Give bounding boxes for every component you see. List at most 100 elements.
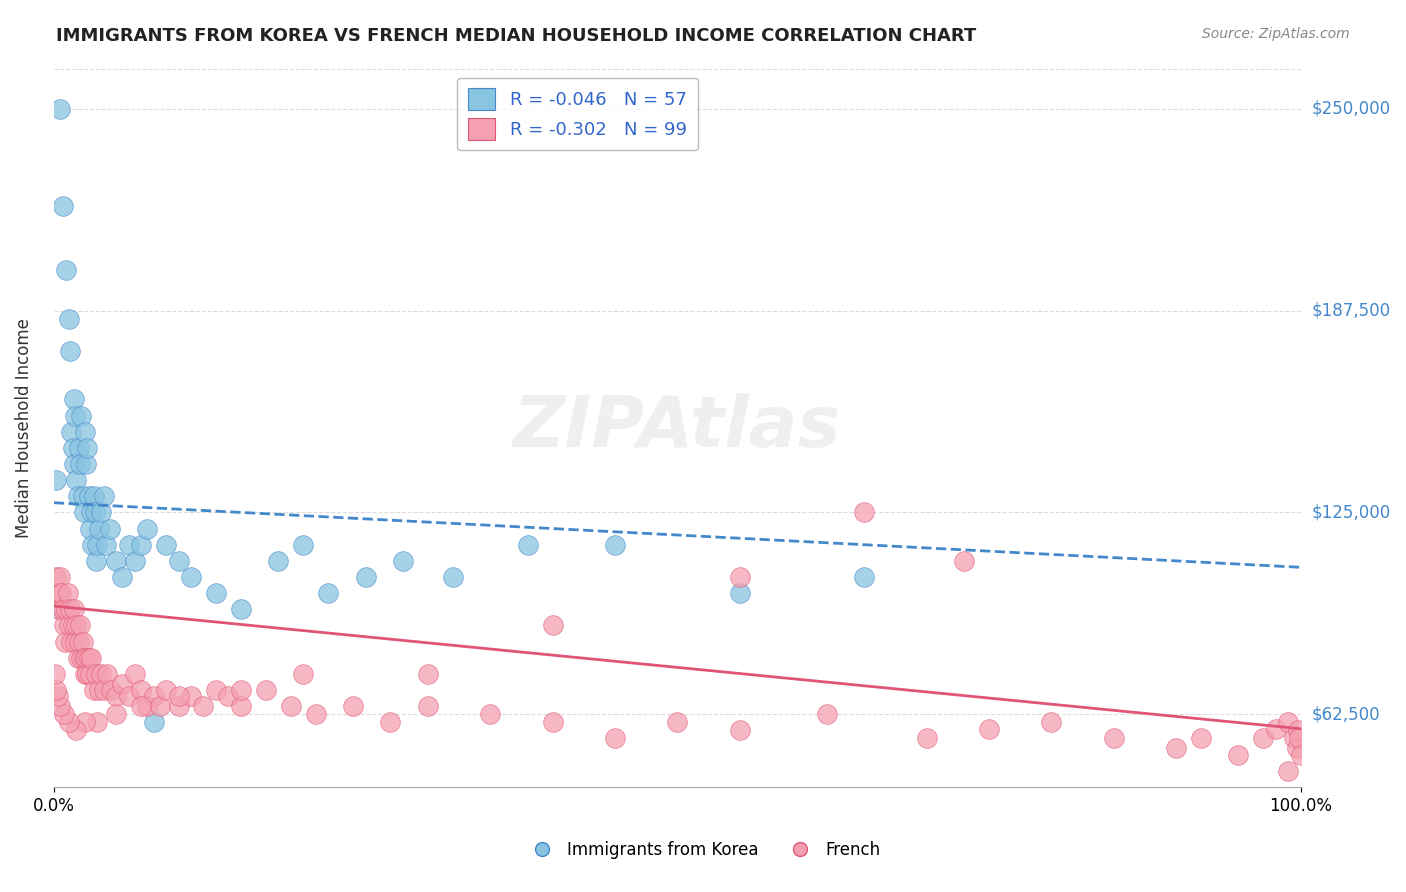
Point [915,731,938,746]
Point [75,650,97,665]
Point [117,690,139,704]
Point [100,683,122,698]
Point [305,707,328,722]
Point [79,666,101,681]
Point [84,666,107,681]
Point [603,731,626,746]
Point [342,699,364,714]
Point [77,489,100,503]
Point [953,554,976,568]
Point [180,570,202,584]
Point [69,618,91,632]
Legend: R = -0.046   N = 57, R = -0.302   N = 99: R = -0.046 N = 57, R = -0.302 N = 99 [457,78,697,151]
Point [142,690,165,704]
Point [45,683,67,698]
Point [977,722,1000,736]
Point [167,554,190,568]
Point [63,409,86,423]
Point [1285,741,1308,756]
Point [87,522,110,536]
Point [77,650,100,665]
Point [541,715,564,730]
Legend: Immigrants from Korea, French: Immigrants from Korea, French [519,835,887,866]
Point [58,311,80,326]
Point [73,715,96,730]
Point [111,570,134,584]
Point [292,666,315,681]
Point [63,634,86,648]
Point [76,666,98,681]
Point [1288,731,1310,746]
Point [45,473,67,487]
Point [1286,723,1309,738]
Point [205,683,228,698]
Point [416,666,439,681]
Point [59,602,82,616]
Point [75,457,97,471]
Point [229,683,252,698]
Point [86,538,108,552]
Point [62,392,84,407]
Point [105,690,128,704]
Point [167,690,190,704]
Point [129,699,152,714]
Point [66,489,89,503]
Point [79,522,101,536]
Point [98,522,121,536]
Point [51,602,73,616]
Point [51,586,73,600]
Point [136,522,159,536]
Point [105,554,128,568]
Point [1277,715,1299,730]
Point [80,650,103,665]
Point [392,554,415,568]
Point [1227,747,1250,762]
Point [55,602,77,616]
Point [46,690,69,704]
Point [76,441,98,455]
Point [479,707,502,722]
Point [49,102,72,116]
Text: $125,000: $125,000 [1312,503,1391,522]
Point [129,538,152,552]
Point [62,441,84,455]
Point [48,586,70,600]
Point [316,586,339,600]
Point [96,666,118,681]
Point [67,441,90,455]
Point [73,425,96,439]
Point [44,666,66,681]
Point [142,715,165,730]
Point [666,715,689,730]
Point [84,554,107,568]
Point [149,699,172,714]
Text: ZIPAtlas: ZIPAtlas [513,393,841,462]
Text: $187,500: $187,500 [1312,301,1391,319]
Point [1102,731,1125,746]
Point [66,650,89,665]
Point [58,715,80,730]
Point [87,683,110,698]
Point [86,715,108,730]
Point [1040,715,1063,730]
Point [52,707,75,722]
Point [56,586,79,600]
Point [72,489,94,503]
Point [55,263,77,277]
Point [229,602,252,616]
Point [441,570,464,584]
Point [62,618,84,632]
Point [62,457,84,471]
Point [267,554,290,568]
Point [1264,722,1286,736]
Point [254,683,277,698]
Point [84,505,107,519]
Point [155,538,177,552]
Point [180,690,202,704]
Point [67,634,90,648]
Point [193,699,215,714]
Point [1251,731,1274,746]
Point [51,199,73,213]
Point [167,699,190,714]
Point [58,618,80,632]
